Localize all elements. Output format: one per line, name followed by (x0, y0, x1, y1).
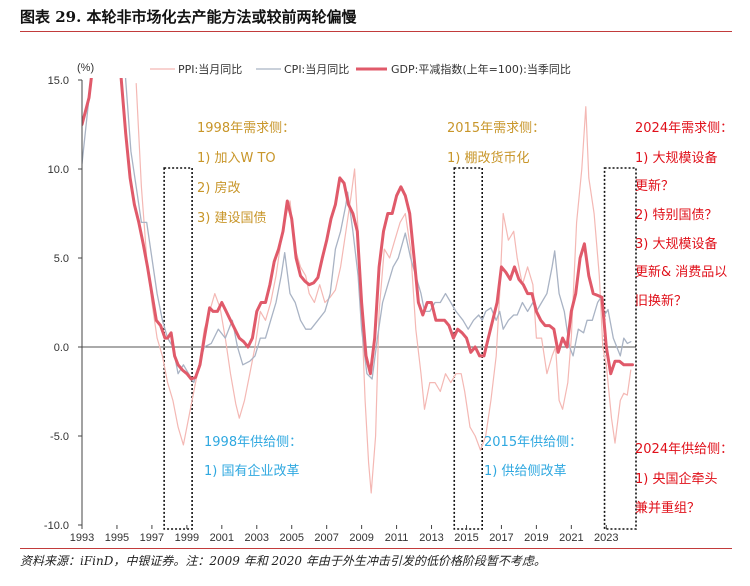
source-divider (20, 548, 732, 549)
series-line-cpi (82, 78, 632, 384)
highlight-box-2024 (603, 167, 637, 530)
figure-title: 图表 29. 本轮非市场化去产能方法或较前两轮偏慢 (20, 8, 357, 26)
x-tick-label: 2011 (385, 532, 409, 544)
annotation-2024-supply-line: 兼并重组？ (635, 500, 700, 516)
annotation-1998-supply-line: 1) 国有企业改革 (204, 463, 299, 479)
annotation-1998-demand-line: 1) 加入W TO (197, 151, 276, 166)
axes: (%) (77, 62, 94, 525)
y-ticks: 15.0 10.0 5.0 0.0 -5.0 -10.0 (44, 75, 82, 532)
y-tick-label: 15.0 (48, 75, 69, 87)
y-tick-label: -10.0 (44, 520, 69, 532)
annotation-1998-demand-line: 3) 建设国债 (197, 211, 266, 226)
y-tick-label: -5.0 (50, 431, 69, 443)
x-tick-label: 2013 (419, 532, 443, 544)
annotation-2024-demand: 2024年需求侧： 1) 大规模设备 更新？ 2) 特别国债？ 3) 大规模设备… (635, 121, 733, 309)
series-layer (82, 78, 634, 494)
annotation-2024-demand-title: 2024年需求侧： (635, 121, 733, 136)
x-tick-label: 1995 (105, 532, 129, 544)
legend: PPI:当月同比 CPI:当月同比 GDP:平减指数(上年=100):当季同比 (150, 62, 571, 76)
annotation-2024-demand-line: 1) 大规模设备 (635, 150, 717, 166)
x-tick-label: 2009 (349, 532, 373, 544)
x-tick-label: 2023 (594, 532, 618, 544)
annotation-1998-demand: 1998年需求侧： 1) 加入W TO 2) 房改 3) 建设国债 (197, 121, 295, 226)
annotation-2015-supply: 2015年供给侧： 1) 供给侧改革 (484, 435, 582, 479)
annotation-2015-demand-title: 2015年需求侧： (447, 121, 545, 136)
annotation-2024-demand-line: 更新& 消费品以 (635, 264, 727, 280)
y-tick-label: 10.0 (48, 164, 69, 176)
annotation-2015-demand-line: 1) 棚改货币化 (447, 150, 529, 166)
annotation-2015-supply-line: 1) 供给侧改革 (484, 464, 566, 479)
legend-gdp-label: GDP:平减指数(上年=100):当季同比 (391, 62, 571, 76)
highlight-boxes (163, 167, 637, 530)
annotation-2024-supply-line: 1) 央国企牵头 (635, 471, 717, 487)
x-tick-label: 2017 (489, 532, 513, 544)
title-divider (20, 31, 732, 32)
series-line-ppi (135, 83, 632, 494)
y-tick-label: 0.0 (54, 342, 69, 354)
x-tick-label: 2005 (279, 532, 303, 544)
annotation-2015-demand: 2015年需求侧： 1) 棚改货币化 (447, 121, 545, 166)
legend-ppi-label: PPI:当月同比 (178, 62, 242, 76)
x-tick-label: 2003 (245, 532, 269, 544)
x-tick-label: 2019 (524, 532, 548, 544)
x-tick-label: 1999 (175, 532, 199, 544)
annotation-2024-demand-line: 3) 大规模设备 (635, 236, 717, 252)
annotation-2024-supply-title: 2024年供给侧： (635, 442, 733, 457)
x-tick-label: 2021 (559, 532, 583, 544)
series-line-gdp (82, 78, 634, 381)
x-tick-label: 1993 (70, 532, 94, 544)
x-ticks: 1993 1995 1997 1999 2001 2003 2005 2007 2009 2011… (70, 525, 619, 544)
annotation-1998-supply: 1998年供给侧： 1) 国有企业改革 (204, 435, 302, 479)
legend-cpi-label: CPI:当月同比 (284, 62, 349, 76)
annotation-2024-supply: 2024年供给侧： 1) 央国企牵头 兼并重组？ (635, 442, 733, 516)
annotation-2024-demand-line: 更新？ (635, 178, 674, 194)
annotation-2015-supply-title: 2015年供给侧： (484, 435, 582, 450)
y-unit-label: (%) (77, 62, 94, 74)
annotation-2024-demand-line: 2) 特别国债？ (635, 208, 717, 223)
annotation-1998-supply-title: 1998年供给侧： (204, 435, 302, 450)
annotation-2024-demand-line: 旧换新？ (635, 293, 687, 309)
source-note: 资料来源：iFinD，中银证券。注：2009 年和 2020 年由于外生冲击引发… (20, 554, 546, 568)
annotation-1998-demand-line: 2) 房改 (197, 180, 240, 196)
highlight-box-2015 (453, 167, 484, 530)
x-tick-label: 2001 (210, 532, 234, 544)
x-tick-label: 1997 (140, 532, 164, 544)
highlight-box-1998 (163, 167, 193, 530)
x-tick-label: 2015 (454, 532, 478, 544)
x-tick-label: 2007 (314, 532, 338, 544)
annotation-1998-demand-title: 1998年需求侧： (197, 121, 295, 136)
y-tick-label: 5.0 (54, 253, 69, 265)
